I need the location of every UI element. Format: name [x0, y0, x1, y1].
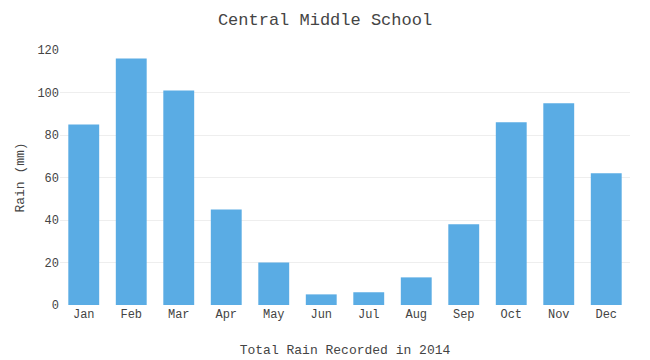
- svg-text:40: 40: [45, 214, 59, 228]
- svg-text:Nov: Nov: [548, 308, 570, 322]
- svg-text:May: May: [263, 308, 285, 322]
- svg-text:Total Rain Recorded in 2014: Total Rain Recorded in 2014: [240, 343, 451, 358]
- svg-text:Mar: Mar: [168, 308, 190, 322]
- svg-text:Jan: Jan: [73, 308, 95, 322]
- svg-text:Sep: Sep: [453, 308, 475, 322]
- svg-text:Jul: Jul: [358, 308, 380, 322]
- svg-text:Feb: Feb: [120, 308, 142, 322]
- svg-text:80: 80: [45, 129, 59, 143]
- svg-text:Oct: Oct: [500, 308, 522, 322]
- svg-text:Rain (mm): Rain (mm): [13, 142, 28, 212]
- svg-text:60: 60: [45, 172, 59, 186]
- svg-text:20: 20: [45, 257, 59, 271]
- svg-text:120: 120: [37, 44, 59, 58]
- svg-text:Jun: Jun: [310, 308, 332, 322]
- svg-text:100: 100: [37, 87, 59, 101]
- svg-text:Central Middle School: Central Middle School: [218, 11, 432, 30]
- svg-text:Apr: Apr: [215, 308, 237, 322]
- svg-text:0: 0: [52, 299, 59, 313]
- svg-text:Aug: Aug: [405, 308, 427, 322]
- svg-text:Dec: Dec: [595, 308, 617, 322]
